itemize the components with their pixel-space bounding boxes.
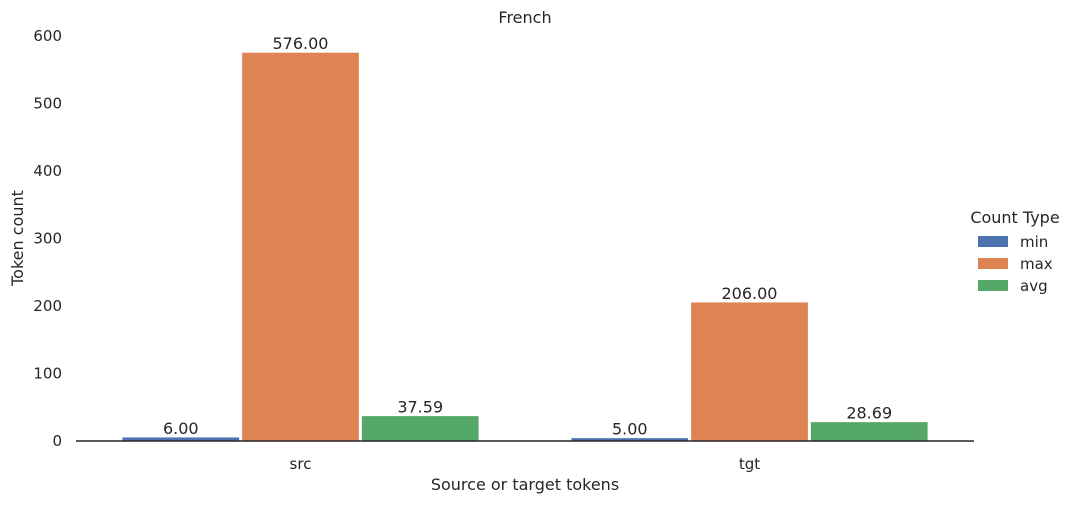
y-tick-label: 600 xyxy=(33,27,62,45)
legend-title: Count Type xyxy=(970,208,1059,227)
y-axis-ticks: 0 100 200 300 400 500 600 xyxy=(33,27,62,450)
legend-label-avg: avg xyxy=(1020,277,1048,295)
x-axis-title: Source or target tokens xyxy=(431,475,619,494)
legend-swatch-min xyxy=(978,236,1008,247)
bar-max-src xyxy=(241,51,360,442)
bar-max-tgt xyxy=(690,301,809,442)
legend-swatch-max xyxy=(978,258,1008,269)
data-label-min-src: 6.00 xyxy=(163,419,199,438)
y-tick-label: 100 xyxy=(33,365,62,383)
legend-label-max: max xyxy=(1020,255,1053,273)
legend-swatch-avg xyxy=(978,280,1008,291)
data-label-max-src: 576.00 xyxy=(273,34,329,53)
y-tick-label: 0 xyxy=(52,432,62,450)
data-labels: 6.00 576.00 37.59 5.00 206.00 28.69 xyxy=(163,34,892,438)
bar-avg-src xyxy=(360,415,480,442)
bar-avg-tgt xyxy=(809,421,929,442)
x-tick-label-src: src xyxy=(290,455,312,473)
x-axis-ticks: src tgt xyxy=(290,455,761,473)
x-tick-label-tgt: tgt xyxy=(739,455,760,473)
chart-title: French xyxy=(498,8,551,27)
y-tick-label: 200 xyxy=(33,297,62,315)
data-label-avg-tgt: 28.69 xyxy=(846,404,892,423)
data-label-avg-src: 37.59 xyxy=(397,398,443,417)
legend-label-min: min xyxy=(1020,233,1048,251)
y-tick-label: 300 xyxy=(33,230,62,248)
legend-items: min max avg xyxy=(978,233,1053,295)
y-tick-label: 400 xyxy=(33,162,62,180)
y-tick-label: 500 xyxy=(33,95,62,113)
data-label-max-tgt: 206.00 xyxy=(722,284,778,303)
data-label-min-tgt: 5.00 xyxy=(612,420,648,439)
legend: Count Type min max avg xyxy=(970,208,1059,295)
y-axis-title: Token count xyxy=(8,190,27,287)
bars xyxy=(121,51,929,442)
